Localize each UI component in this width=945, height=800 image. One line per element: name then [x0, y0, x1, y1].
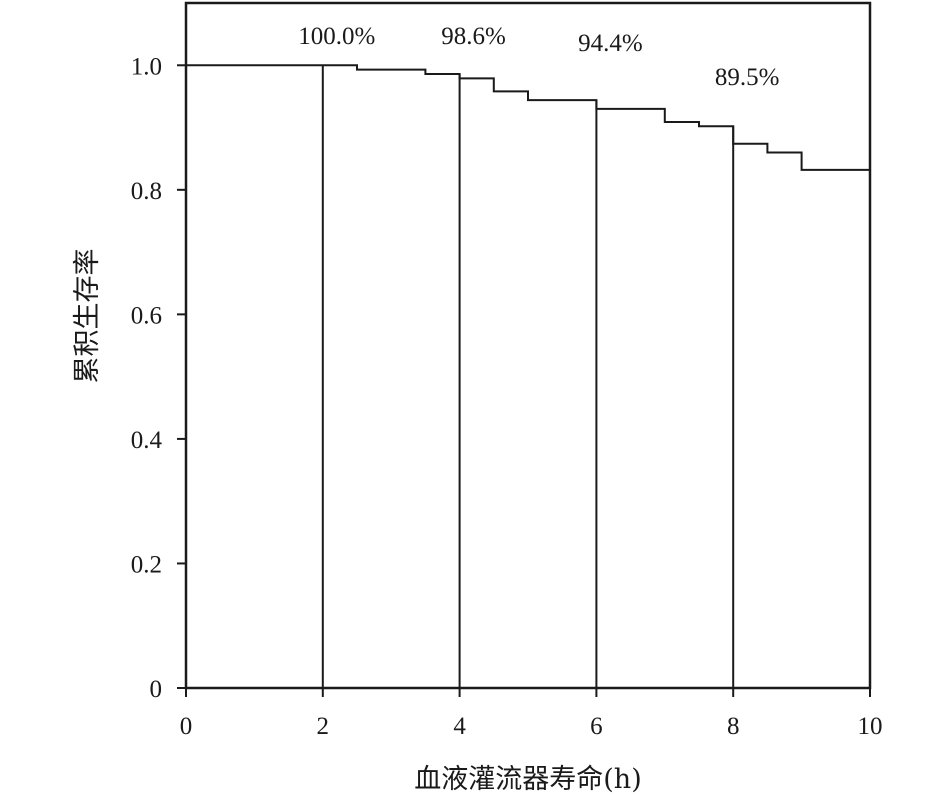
y-axis: 0 0.2 0.4 0.6 0.8 1.0	[131, 53, 186, 703]
survival-step-line	[186, 64, 870, 171]
survival-rate-label: 98.6%	[441, 23, 506, 50]
y-tick-label: 0	[150, 676, 163, 703]
y-tick-label: 0.4	[131, 427, 163, 454]
marker-lines	[321, 65, 735, 688]
x-tick-label: 4	[453, 713, 466, 740]
y-axis-label: 累积生存率	[72, 249, 103, 384]
y-tick-label: 0.8	[131, 178, 162, 205]
x-tick-label: 8	[727, 713, 740, 740]
x-tick-label: 0	[180, 713, 193, 740]
y-tick-label: 0.6	[131, 302, 162, 329]
x-tick-label: 10	[858, 713, 883, 740]
y-tick-label: 0.2	[131, 551, 162, 578]
y-tick-label: 1.0	[131, 53, 162, 80]
plot-frame	[184, 1, 872, 690]
survival-rate-label: 89.5%	[715, 64, 780, 91]
plot-frame-group	[184, 1, 872, 690]
survival-rate-label: 94.4%	[578, 30, 643, 57]
x-axis: 0 2 4 6 8 10	[180, 688, 883, 740]
annotations: 100.0% 98.6% 94.4% 89.5%	[298, 23, 779, 91]
survival-rate-label: 100.0%	[298, 23, 375, 50]
x-axis-label: 血液灌流器寿命(h)	[414, 764, 641, 795]
x-tick-label: 2	[317, 713, 330, 740]
x-tick-label: 6	[590, 713, 603, 740]
